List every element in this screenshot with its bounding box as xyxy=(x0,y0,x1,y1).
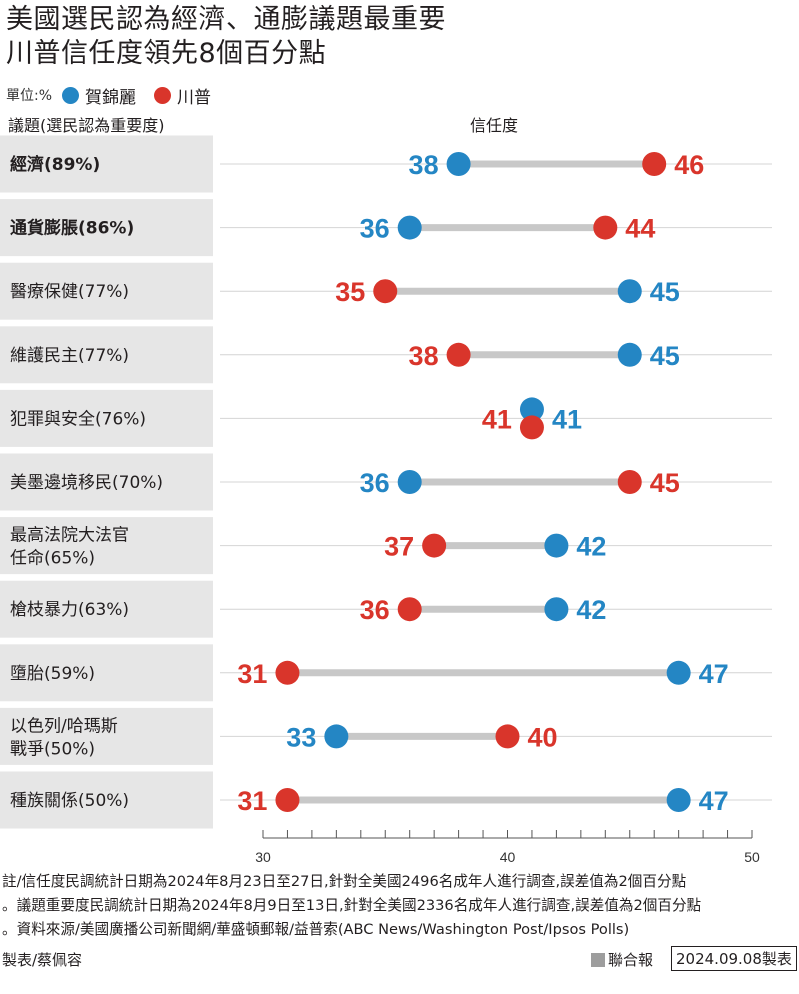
harris-value-label: 33 xyxy=(286,722,316,752)
publisher-square-icon xyxy=(591,952,605,967)
trump-value-label: 38 xyxy=(409,341,439,371)
harris-value-label: 47 xyxy=(699,786,729,816)
harris-dot xyxy=(446,152,471,176)
harris-dot xyxy=(617,279,642,304)
harris-dot xyxy=(544,533,569,558)
issue-label: 犯罪與安全(76%) xyxy=(10,409,146,429)
harris-value-label: 47 xyxy=(699,659,729,689)
issue-row-bg xyxy=(0,262,213,320)
harris-value-label: 36 xyxy=(360,468,390,498)
legend-trump-label: 川普 xyxy=(177,87,212,108)
issue-label: 經濟(89%) xyxy=(10,154,100,175)
harris-dot xyxy=(544,597,569,622)
issue-column-header: 議題(選民認為重要度) xyxy=(8,116,165,135)
publisher: 聯合報 xyxy=(591,949,653,970)
legend: 單位:% 賀錦麗 川普 xyxy=(6,84,212,108)
trump-dot xyxy=(495,724,520,749)
title-line-2: 川普信任度領先8個百分點 xyxy=(6,38,327,69)
harris-dot xyxy=(617,342,642,367)
harris-value-label: 42 xyxy=(576,532,606,562)
issue-row-bg xyxy=(0,644,213,702)
date-stamp: 2024.09.08製表 xyxy=(671,946,797,971)
note-line-2: 。議題重要度民調統計日期為2024年8月9日至13日,針對全美國2336名成年人… xyxy=(2,897,702,914)
x-tick-label: 50 xyxy=(744,849,760,865)
title-line-1: 美國選民認為經濟、通膨議題最重要 xyxy=(6,4,446,35)
trump-dot xyxy=(642,152,667,176)
trump-dot xyxy=(617,470,642,494)
trump-dot xyxy=(446,342,471,367)
trump-value-label: 44 xyxy=(625,214,655,244)
legend-harris-dot xyxy=(62,86,80,104)
issue-label: 槍枝暴力(63%) xyxy=(10,600,129,620)
trust-column-header: 信任度 xyxy=(470,116,519,135)
issue-row-bg xyxy=(0,199,213,257)
harris-dot xyxy=(666,660,691,685)
issue-row-bg xyxy=(0,580,213,638)
issue-row-bg xyxy=(0,707,213,765)
issue-row-bg xyxy=(0,389,213,447)
issue-label: 任命(65%) xyxy=(10,549,95,569)
trump-value-label: 40 xyxy=(528,722,558,752)
harris-dot xyxy=(397,215,422,240)
trump-dot xyxy=(593,215,618,240)
issue-row-bg xyxy=(0,326,213,384)
harris-value-label: 45 xyxy=(650,341,680,371)
issue-row-bg xyxy=(0,517,213,575)
issue-label: 美墨邊境移民(70%) xyxy=(10,473,163,493)
trump-value-label: 37 xyxy=(384,532,414,562)
issue-row-bg xyxy=(0,135,213,193)
harris-dot xyxy=(666,788,691,812)
unit-label: 單位:% xyxy=(6,88,53,104)
issue-label: 通貨膨脹(86%) xyxy=(10,218,134,239)
harris-dot xyxy=(324,724,349,749)
trump-dot xyxy=(275,788,300,812)
trump-dot xyxy=(519,415,544,440)
issue-label: 以色列/哈瑪斯 xyxy=(10,716,118,736)
harris-dot xyxy=(397,470,422,494)
trump-dot xyxy=(373,279,398,304)
note-line-1: 註/信任度民調統計日期為2024年8月23日至27日,針對全美國2496名成年人… xyxy=(2,873,687,890)
issue-row-bg xyxy=(0,771,213,829)
trump-value-label: 41 xyxy=(482,404,512,434)
issue-label: 維護民主(77%) xyxy=(10,346,129,366)
harris-value-label: 38 xyxy=(409,150,439,180)
harris-value-label: 42 xyxy=(576,595,606,625)
publisher-name: 聯合報 xyxy=(608,951,654,969)
issue-label: 墮胎(59%) xyxy=(10,664,95,684)
trump-value-label: 45 xyxy=(650,468,680,498)
x-tick-label: 30 xyxy=(255,849,271,865)
issue-label: 最高法院大法官 xyxy=(10,526,129,546)
trump-dot xyxy=(275,660,300,685)
x-tick-label: 40 xyxy=(500,849,516,865)
issue-label: 醫療保健(77%) xyxy=(10,282,129,302)
harris-value-label: 45 xyxy=(650,277,680,307)
issue-label: 種族關係(50%) xyxy=(10,791,129,811)
trump-dot xyxy=(397,597,422,622)
trump-dot xyxy=(422,533,447,558)
trump-value-label: 31 xyxy=(237,659,267,689)
trump-value-label: 31 xyxy=(237,786,267,816)
harris-dot xyxy=(519,397,544,422)
note-line-3: 。資料來源/美國廣播公司新聞網/華盛頓郵報/益普索(ABC News/Washi… xyxy=(2,921,630,938)
issue-label: 戰爭(50%) xyxy=(10,739,95,759)
trump-value-label: 46 xyxy=(674,150,704,180)
legend-harris-label: 賀錦麗 xyxy=(85,87,137,108)
issue-row-bg xyxy=(0,453,213,511)
harris-value-label: 41 xyxy=(552,404,582,434)
trump-value-label: 35 xyxy=(335,277,365,307)
trump-value-label: 36 xyxy=(360,595,390,625)
dumbbell-chart: 經濟(89%) 38 46 通貨膨脹(86%) 36 44 醫療保健(77%) 45 35 維護民… xyxy=(0,135,772,865)
credit: 製表/蔡佩容 xyxy=(2,951,83,969)
legend-trump-dot xyxy=(154,86,172,104)
harris-value-label: 36 xyxy=(360,214,390,244)
